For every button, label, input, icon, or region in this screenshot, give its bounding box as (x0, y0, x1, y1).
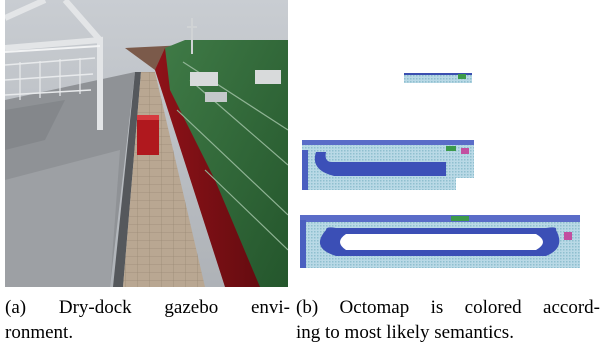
octomap-image (296, 0, 596, 287)
caption-b-line-2: ing to most likely semantics. (296, 322, 514, 343)
dry-dock-gazebo-image (5, 0, 288, 287)
caption-a-line-1: (a) Dry-dock gazebo envi- (5, 297, 290, 318)
octomap-render (300, 73, 580, 268)
caption-a-line-2: ronment. (5, 322, 74, 343)
dry-dock-render (5, 0, 288, 287)
caption-panel-a: (a) Dry-dock gazebo envi- ronment. (5, 295, 290, 345)
caption-panel-b: (b) Octomap is colored accord- ing to mo… (296, 295, 600, 345)
caption-b-line-1: (b) Octomap is colored accord- (296, 297, 600, 318)
